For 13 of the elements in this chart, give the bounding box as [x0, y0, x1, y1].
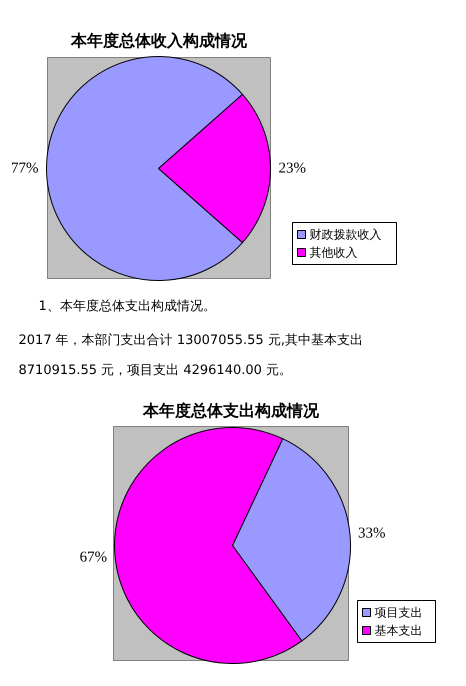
legend-label: 其他收入 — [310, 246, 358, 260]
text: 8710915.55 元，项目支出 4296140.00 元。 — [18, 363, 292, 378]
text: 2017 年，本部门支出合计 13007055.55 元,其中基本支出 — [18, 332, 363, 348]
legend-label: 项目支出 — [374, 606, 422, 620]
text: 1、本年度总体支出构成情况。 — [38, 298, 216, 314]
chart-title: 本年度总体收入构成情况 — [70, 31, 248, 50]
data-label: 77% — [11, 160, 39, 176]
data-label: 67% — [80, 549, 108, 566]
legend-label: 基本支出 — [374, 624, 422, 638]
legend-label: 财政拨款收入 — [310, 228, 382, 242]
chart-title: 本年度总体支出构成情况 — [142, 401, 320, 420]
data-label: 33% — [358, 526, 386, 542]
data-label: 23% — [278, 160, 306, 176]
